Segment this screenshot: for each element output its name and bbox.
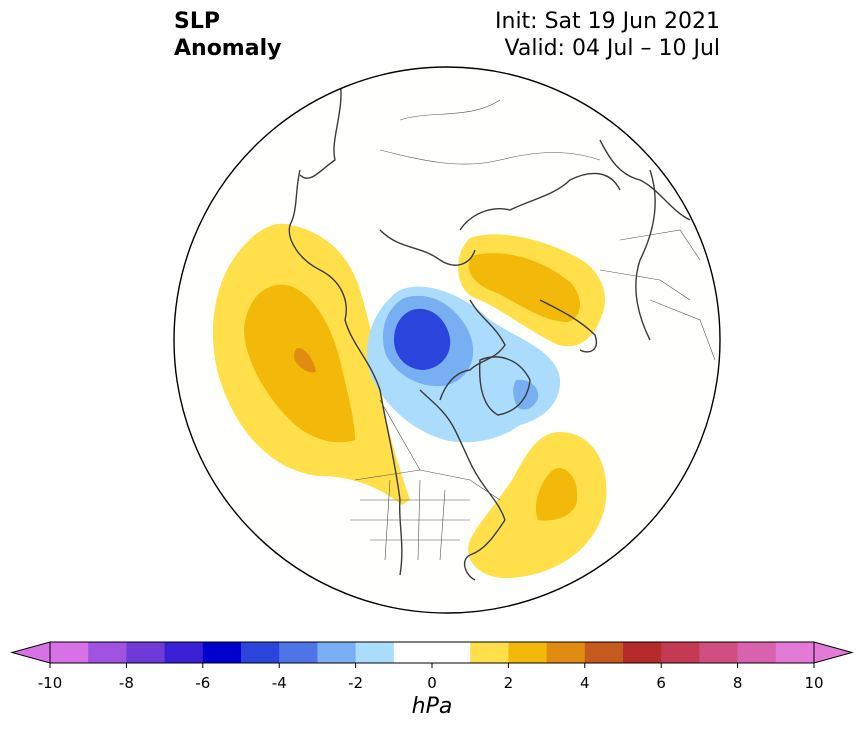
borders [350, 99, 716, 561]
colorbar-tick-label: 4 [580, 674, 590, 692]
colorbar-tick-label: -2 [348, 674, 364, 692]
colorbar-segment [432, 642, 471, 663]
anomaly-scandinavia-high [458, 234, 605, 347]
colorbar-tick-label: 8 [732, 674, 743, 692]
colorbar-unit-label: hPa [411, 694, 453, 719]
colorbar-segment [202, 642, 242, 663]
colorbar-segment [699, 642, 739, 663]
anomaly-atlantic-high [468, 432, 607, 579]
colorbar-segment [623, 642, 662, 663]
colorbar-segment [126, 642, 166, 663]
coastlines [288, 79, 691, 581]
colorbar-tick-label: -6 [195, 674, 211, 692]
colorbar-segment [88, 642, 127, 663]
forecast-dates: Init: Sat 19 Jun 2021 Valid: 04 Jul – 10… [495, 8, 720, 62]
colorbar-segment [661, 642, 700, 663]
title-variable: SLP [174, 9, 220, 34]
colorbar-tick-label: 0 [427, 674, 437, 692]
colorbar-tick-label: -10 [37, 674, 63, 692]
colorbar-tick-label: 6 [656, 674, 666, 692]
colorbar-segment [355, 642, 395, 663]
colorbar-segment [775, 642, 815, 663]
plot-title: SLP Anomaly [174, 8, 281, 62]
colorbar-tick-label: -8 [118, 674, 134, 692]
colorbar-segment [50, 642, 89, 663]
title-field: Anomaly [174, 36, 282, 61]
colorbar-segment [393, 642, 433, 663]
map-boundary [173, 66, 721, 614]
colorbar-tick-label: 2 [503, 674, 514, 692]
polar-map [173, 66, 721, 614]
colorbar-segment [164, 642, 204, 663]
colorbar-segment [470, 642, 509, 663]
colorbar-segment [584, 642, 624, 663]
colorbar-segment [279, 642, 318, 663]
anomaly-pacific-high [212, 223, 410, 506]
colorbar-tick-label: 10 [804, 674, 824, 692]
valid-range: Valid: 04 Jul – 10 Jul [504, 36, 720, 61]
colorbar-segment [241, 642, 280, 663]
colorbar-tick-label: -4 [271, 674, 287, 692]
init-date: Init: Sat 19 Jun 2021 [495, 9, 720, 34]
colorbar-extend-max [813, 641, 854, 664]
colorbar-segment [546, 642, 586, 663]
anomaly-arctic-low [367, 286, 561, 443]
colorbar-segment [317, 642, 357, 663]
colorbar-segment [508, 642, 548, 663]
colorbar-segment [737, 642, 777, 663]
colorbar-extend-min [10, 641, 51, 664]
